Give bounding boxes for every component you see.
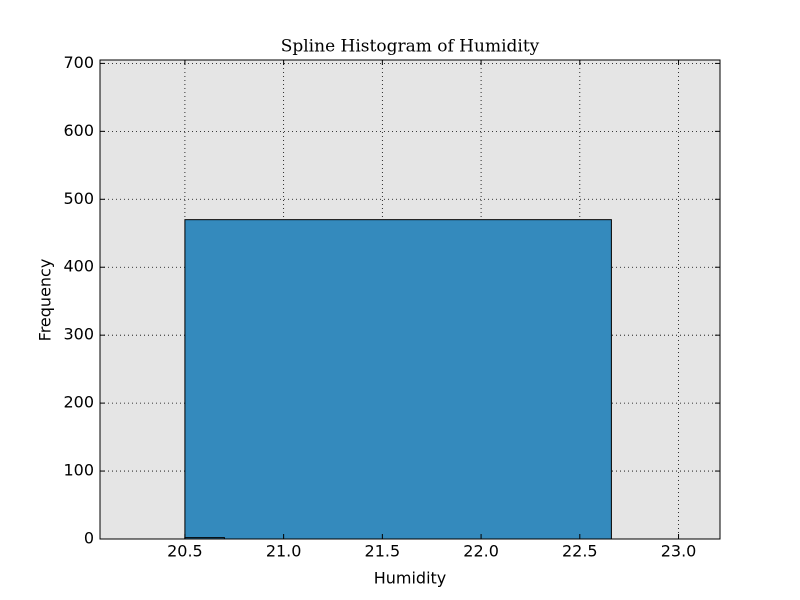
x-axis-label: Humidity (374, 569, 447, 588)
x-tick-label: 23.0 (661, 542, 697, 561)
y-tick-label: 700 (63, 53, 94, 72)
y-tick-label: 300 (63, 325, 94, 344)
x-tick-label: 21.0 (266, 542, 302, 561)
x-tick-label: 20.5 (167, 542, 203, 561)
x-tick-label: 22.0 (463, 542, 499, 561)
y-tick-label: 400 (63, 257, 94, 276)
y-tick-label: 500 (63, 189, 94, 208)
bar (184, 219, 612, 540)
plot-frame (99, 59, 721, 540)
x-tick-label: 22.5 (562, 542, 598, 561)
y-tick-label: 600 (63, 121, 94, 140)
y-tick-label: 200 (63, 393, 94, 412)
x-tick-label: 21.5 (365, 542, 401, 561)
chart-title: Spline Histogram of Humidity (281, 37, 540, 57)
y-tick-label: 0 (84, 529, 94, 548)
y-tick-label: 100 (63, 461, 94, 480)
y-axis-label: Frequency (36, 259, 55, 342)
